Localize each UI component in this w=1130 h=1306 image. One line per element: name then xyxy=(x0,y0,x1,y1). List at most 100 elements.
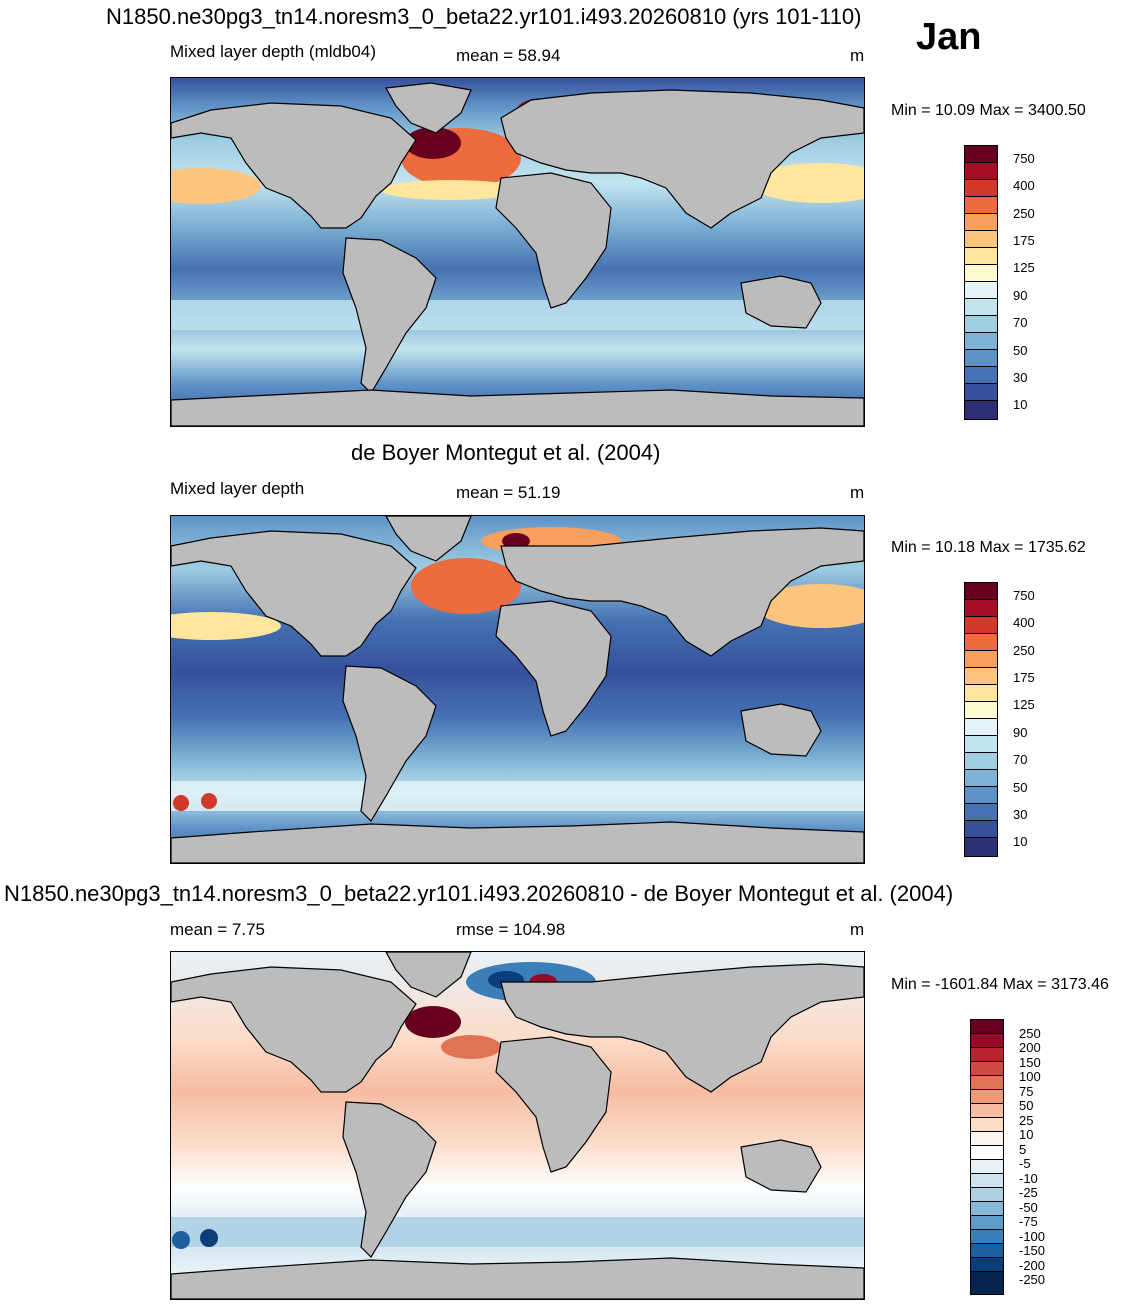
se-pacific-negative-2 xyxy=(200,1229,218,1247)
colorbar-tick: 100 xyxy=(1019,1069,1041,1084)
se-pacific-negative-1 xyxy=(172,1231,190,1249)
colorbar-tick: -50 xyxy=(1019,1200,1038,1215)
panel3-map-svg xyxy=(171,952,864,1299)
month-label: Jan xyxy=(916,16,982,58)
southern-ocean-negative-band xyxy=(171,1217,864,1247)
colorbar-tick: 90 xyxy=(1013,725,1028,740)
swatch xyxy=(971,1034,1003,1048)
australia xyxy=(740,1139,822,1193)
eurasia xyxy=(500,963,864,1093)
land-mask xyxy=(171,952,864,1299)
swatch xyxy=(971,1118,1003,1132)
colorbar-tick: 50 xyxy=(1019,1098,1034,1113)
south-america xyxy=(342,1101,437,1258)
panel1-colorbar xyxy=(964,145,998,420)
colorbar-tick: 400 xyxy=(1013,178,1035,193)
australia xyxy=(740,703,822,757)
se-pacific-hotspot-1 xyxy=(173,795,189,811)
swatch xyxy=(965,821,997,838)
swatch xyxy=(965,231,997,248)
panel1-minmax-label: Min = 10.09 Max = 3400.50 xyxy=(891,102,1086,119)
panel2-map-svg xyxy=(171,516,864,863)
panel3-difference-map xyxy=(170,951,865,1300)
panel3-minmax-label: Min = -1601.84 Max = 3173.46 xyxy=(891,976,1109,993)
swatch xyxy=(971,1076,1003,1090)
swatch xyxy=(971,1272,1003,1294)
north-america xyxy=(171,530,417,657)
colorbar-tick: 30 xyxy=(1013,807,1028,822)
swatch xyxy=(965,316,997,333)
swatch xyxy=(971,1132,1003,1146)
swatch xyxy=(965,600,997,617)
antarctica xyxy=(171,821,864,863)
greenland xyxy=(385,952,472,998)
labrador-sea-max xyxy=(405,127,461,159)
swatch xyxy=(971,1020,1003,1034)
colorbar-tick: 750 xyxy=(1013,588,1035,603)
swatch xyxy=(971,1146,1003,1160)
south-america xyxy=(342,665,437,822)
swatch xyxy=(965,265,997,282)
panel1-variable-label: Mixed layer depth (mldb04) xyxy=(170,42,376,61)
panel3-colorbar xyxy=(970,1019,1004,1295)
panel3-units-label: m xyxy=(850,920,865,939)
africa xyxy=(495,1036,612,1173)
swatch xyxy=(965,668,997,685)
land-mask xyxy=(171,516,864,863)
swatch xyxy=(971,1188,1003,1202)
colorbar-tick: -100 xyxy=(1019,1229,1046,1244)
colorbar-tick: 250 xyxy=(1019,1026,1041,1041)
swatch xyxy=(965,770,997,787)
colorbar-tick: -150 xyxy=(1019,1243,1046,1258)
swatch xyxy=(971,1062,1003,1076)
nw-pacific-band xyxy=(756,584,864,628)
panel2-colorbar xyxy=(964,582,998,857)
north-america xyxy=(171,102,417,229)
swatch xyxy=(971,1244,1003,1258)
colorbar-tick: 125 xyxy=(1013,697,1035,712)
swatch xyxy=(965,333,997,350)
north-atlantic-positive xyxy=(441,1035,501,1059)
swatch xyxy=(965,787,997,804)
swatch xyxy=(965,804,997,821)
panel2-mean-label: mean = 51.19 xyxy=(456,483,561,502)
colorbar-tick: 200 xyxy=(1019,1040,1041,1055)
swatch xyxy=(965,719,997,736)
colorbar-tick: 70 xyxy=(1013,752,1028,767)
panel2-variable-label: Mixed layer depth xyxy=(170,479,305,498)
swatch xyxy=(971,1090,1003,1104)
swatch xyxy=(965,702,997,719)
panel1-mean-label: mean = 58.94 xyxy=(456,46,561,65)
nordic-seas-max xyxy=(502,533,530,549)
colorbar-tick: 75 xyxy=(1019,1084,1034,1099)
swatch xyxy=(965,146,997,163)
africa xyxy=(495,600,612,737)
panel3-mean-label: mean = 7.75 xyxy=(170,920,265,939)
colorbar-tick: -250 xyxy=(1019,1272,1046,1287)
swatch xyxy=(965,367,997,384)
swatch xyxy=(971,1202,1003,1216)
swatch xyxy=(965,736,997,753)
colorbar-tick: 30 xyxy=(1013,370,1028,385)
south-america xyxy=(342,237,437,394)
panel3-title: N1850.ne30pg3_tn14.noresm3_0_beta22.yr10… xyxy=(4,881,954,906)
colorbar-tick: -25 xyxy=(1019,1185,1038,1200)
panel2-title: de Boyer Montegut et al. (2004) xyxy=(351,440,661,465)
eurasia xyxy=(500,89,864,229)
swatch xyxy=(965,350,997,367)
colorbar-tick: 10 xyxy=(1013,397,1028,412)
labrador-sea-positive xyxy=(405,1006,461,1038)
swatch xyxy=(965,583,997,600)
panel2-obs-mld-map xyxy=(170,515,865,864)
colorbar-tick: 175 xyxy=(1013,233,1035,248)
colorbar-tick: 150 xyxy=(1019,1055,1041,1070)
swatch xyxy=(971,1258,1003,1272)
colorbar-tick: 10 xyxy=(1013,834,1028,849)
swatch xyxy=(965,384,997,401)
swatch xyxy=(965,617,997,634)
swatch xyxy=(965,634,997,651)
panel3-rmse-label: rmse = 104.98 xyxy=(456,920,566,939)
swatch xyxy=(965,163,997,180)
swatch xyxy=(971,1104,1003,1118)
colorbar-tick: -200 xyxy=(1019,1258,1046,1273)
